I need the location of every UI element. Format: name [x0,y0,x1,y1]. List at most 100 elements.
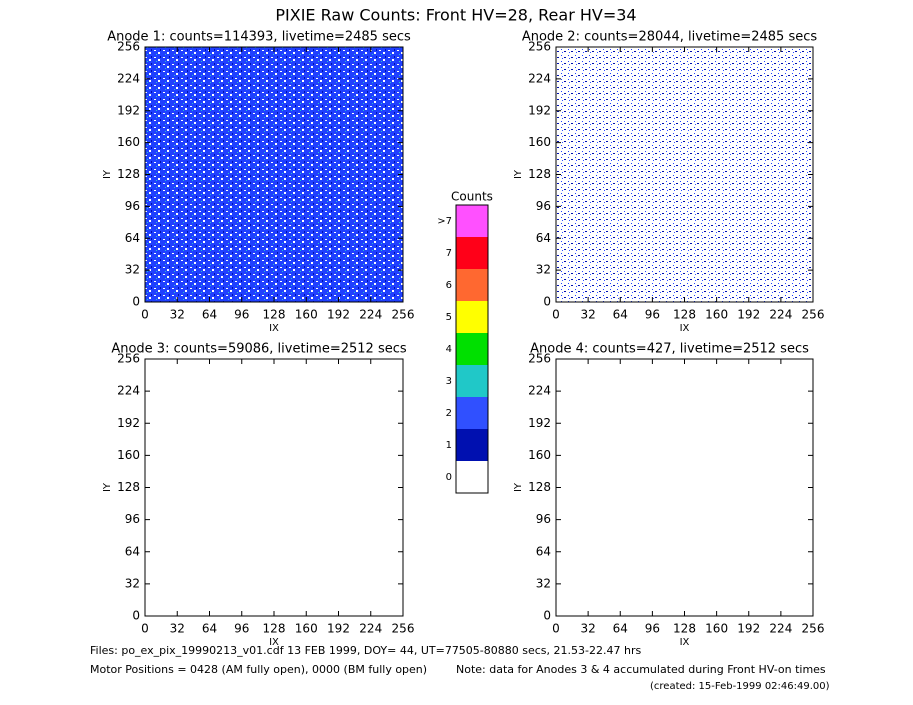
y-tick-label: 128 [528,480,551,494]
x-tick-label: 128 [673,622,696,636]
x-tick-label: 160 [295,622,318,636]
footer-note: Note: data for Anodes 3 & 4 accumulated … [456,663,826,676]
y-tick-label: 192 [528,416,551,430]
colorbar-box [456,237,488,269]
x-tick-label: 128 [673,308,696,322]
x-tick-label: 0 [552,308,560,322]
x-tick-label: 96 [645,308,660,322]
y-axis-label: IY [102,169,113,179]
y-tick-label: 224 [117,384,140,398]
x-tick-label: 0 [141,308,149,322]
x-tick-label: 192 [737,308,760,322]
colorbar-box [456,429,488,461]
x-tick-label: 224 [359,308,382,322]
footer-motor: Motor Positions = 0428 (AM fully open), … [90,663,427,676]
x-tick-label: 32 [170,308,185,322]
image-area [556,359,813,616]
image-area [145,359,403,616]
y-tick-label: 0 [543,295,551,309]
y-tick-label: 64 [125,231,140,245]
x-axis-label: IX [680,323,690,334]
y-tick-label: 256 [117,40,140,54]
footer-files: Files: po_ex_pix_19990213_v01.cdf 13 FEB… [90,644,641,657]
y-tick-label: 96 [125,199,140,213]
x-tick-label: 64 [613,308,628,322]
colorbar-label: 1 [446,440,452,451]
y-tick-label: 224 [528,71,551,85]
colorbar-box [456,397,488,429]
x-tick-label: 256 [802,622,825,636]
x-tick-label: 64 [202,308,217,322]
x-tick-label: 32 [580,308,595,322]
colorbar-label: 6 [446,280,452,291]
x-tick-label: 128 [263,308,286,322]
colorbar-frame [455,204,489,494]
x-axis-label: IX [680,637,690,648]
x-tick-label: 0 [552,622,560,636]
y-tick-label: 160 [528,135,551,149]
y-tick-label: 224 [528,384,551,398]
colorbar-box [456,365,488,397]
x-tick-label: 128 [263,622,286,636]
x-axis-label: IX [269,637,279,648]
image-area [145,47,403,302]
y-tick-label: 160 [117,448,140,462]
x-tick-label: 64 [202,622,217,636]
y-tick-label: 224 [117,71,140,85]
colorbar-label: 2 [446,408,452,419]
colorbar-title: Counts [451,190,493,204]
colorbar-box [456,333,488,365]
y-tick-label: 96 [536,512,551,526]
x-tick-label: 224 [769,308,792,322]
x-tick-label: 160 [705,622,728,636]
colorbar-label: 0 [446,472,452,483]
x-tick-label: 256 [392,622,415,636]
y-tick-label: 128 [117,167,140,181]
panel-title: Anode 1: counts=114393, livetime=2485 se… [107,30,411,45]
y-tick-label: 96 [125,512,140,526]
x-tick-label: 96 [234,308,249,322]
x-tick-label: 64 [613,622,628,636]
colorbar-box [456,461,488,493]
x-tick-label: 224 [769,622,792,636]
colorbar-label: >7 [437,216,452,227]
y-tick-label: 160 [117,135,140,149]
y-tick-label: 0 [132,295,140,309]
panel-title: Anode 3: counts=59086, livetime=2512 sec… [111,342,407,357]
y-axis-label: IY [513,482,524,492]
x-axis-label: IX [269,323,279,334]
y-tick-label: 64 [536,231,551,245]
y-tick-label: 0 [543,609,551,623]
footer-created: (created: 15-Feb-1999 02:46:49.00) [650,681,830,692]
y-tick-label: 32 [125,576,140,590]
x-tick-label: 96 [234,622,249,636]
colorbar-box [456,205,488,237]
x-tick-label: 256 [392,308,415,322]
colorbar-label: 3 [446,376,452,387]
x-tick-label: 192 [327,308,350,322]
y-axis-label: IY [513,169,524,179]
y-tick-label: 128 [117,480,140,494]
colorbar-box [456,301,488,333]
y-tick-label: 256 [528,40,551,54]
y-tick-label: 96 [536,199,551,213]
x-tick-label: 0 [141,622,149,636]
y-tick-label: 0 [132,609,140,623]
colorbar-label: 4 [446,344,452,355]
colorbar-box [456,269,488,301]
x-tick-label: 192 [737,622,760,636]
x-tick-label: 96 [645,622,660,636]
colorbar-label: 7 [446,248,452,259]
panel-title: Anode 4: counts=427, livetime=2512 secs [530,342,809,357]
y-axis-label: IY [102,482,113,492]
y-tick-label: 192 [528,103,551,117]
x-tick-label: 160 [295,308,318,322]
image-area [556,47,813,302]
x-tick-label: 32 [580,622,595,636]
y-tick-label: 192 [117,103,140,117]
y-tick-label: 64 [125,544,140,558]
figure-title: PIXIE Raw Counts: Front HV=28, Rear HV=3… [275,6,636,25]
x-tick-label: 192 [327,622,350,636]
panel-title: Anode 2: counts=28044, livetime=2485 sec… [522,30,818,45]
x-tick-label: 160 [705,308,728,322]
